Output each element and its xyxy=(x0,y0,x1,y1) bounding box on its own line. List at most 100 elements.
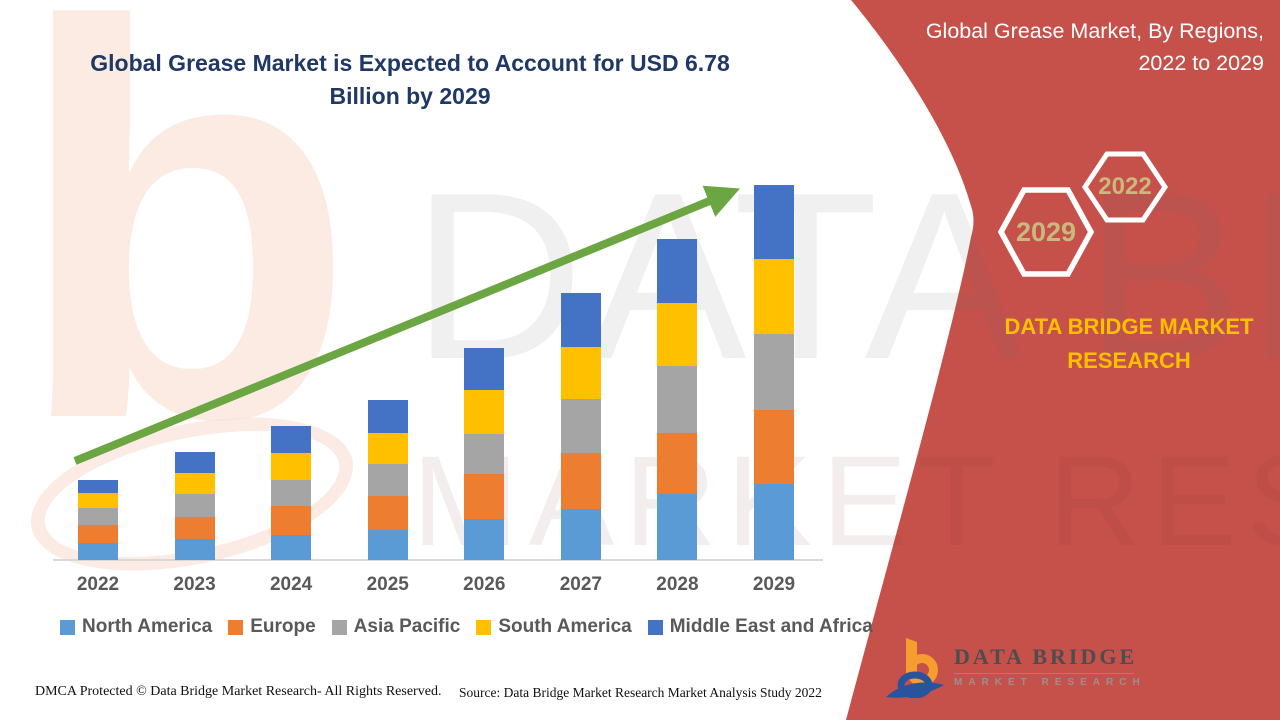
bar-segment-middle-east-and-africa xyxy=(271,426,312,453)
bar-segment-north-america xyxy=(174,538,215,560)
legend-item-middle-east-and-africa: Middle East and Africa xyxy=(647,616,873,638)
chart-title-line-1: Global Grease Market is Expected to Acco… xyxy=(90,50,730,76)
brand-logo-name: DATA BRIDGE xyxy=(954,644,1138,669)
bar-segment-europe xyxy=(657,432,698,495)
brand-logo-subtitle: MARKET RESEARCH xyxy=(954,677,1146,688)
bar-segment-south-america xyxy=(657,302,698,366)
bar-segment-north-america xyxy=(78,542,118,560)
brand-logo-divider xyxy=(954,673,1134,674)
x-axis-label-2029: 2029 xyxy=(752,574,796,595)
side-panel-title-line-1: Global Grease Market, By Regions, xyxy=(925,19,1264,43)
bar-segment-middle-east-and-africa xyxy=(753,185,794,259)
stacked-bar-2025 xyxy=(367,183,408,560)
bar-segment-south-america xyxy=(367,433,408,465)
brand-wordmark-line-2: RESEARCH xyxy=(1067,348,1191,373)
bar-segment-north-america xyxy=(464,519,505,560)
brand-wordmark-line-1: DATA BRIDGE MARKET xyxy=(1004,314,1254,339)
hexagon-outline xyxy=(997,187,1095,277)
legend-label: Asia Pacific xyxy=(353,616,461,637)
chart-title-line-2: Billion by 2029 xyxy=(329,83,491,109)
bar-segment-asia-pacific xyxy=(367,464,408,497)
x-axis-label-2022: 2022 xyxy=(76,574,120,595)
bar-segment-middle-east-and-africa xyxy=(174,452,215,473)
plot-area xyxy=(53,183,823,561)
bar-segment-north-america xyxy=(657,494,698,560)
bar-segment-middle-east-and-africa xyxy=(464,347,505,390)
bar-segment-middle-east-and-africa xyxy=(78,479,118,494)
bar-segment-asia-pacific xyxy=(560,398,601,453)
bar-segment-north-america xyxy=(753,484,794,560)
bar-segment-south-america xyxy=(271,452,312,481)
x-axis-label-2023: 2023 xyxy=(173,574,216,595)
brand-logo: DATA BRIDGE MARKET RESEARCH xyxy=(886,634,1146,698)
legend-swatch xyxy=(60,619,75,635)
side-panel-title-line-2: 2022 to 2029 xyxy=(1138,51,1264,75)
brand-wordmark: DATA BRIDGE MARKET RESEARCH xyxy=(988,310,1270,378)
bar-segment-middle-east-and-africa xyxy=(367,399,408,434)
bar-segment-asia-pacific xyxy=(174,493,215,517)
stacked-bar-2026 xyxy=(464,183,505,560)
bar-segment-north-america xyxy=(367,529,408,560)
hexagon-2022-label: 2022 xyxy=(1098,173,1152,200)
legend-label: Europe xyxy=(250,616,316,637)
x-axis-label-2026: 2026 xyxy=(463,574,506,595)
stacked-bar-2023 xyxy=(174,183,215,560)
legend-item-south-america: South America xyxy=(476,616,632,638)
bar-segment-europe xyxy=(78,524,118,543)
legend-item-europe: Europe xyxy=(228,616,316,638)
legend-label: South America xyxy=(498,616,632,637)
bar-segment-asia-pacific xyxy=(464,433,505,474)
x-axis-label-2027: 2027 xyxy=(559,574,602,595)
bar-segment-north-america xyxy=(271,534,312,560)
bar-segment-south-america xyxy=(78,493,118,509)
legend-swatch xyxy=(476,619,492,635)
x-axis-label-2028: 2028 xyxy=(656,574,699,595)
bar-segment-europe xyxy=(367,496,408,530)
bar-segment-europe xyxy=(464,473,505,520)
bar-segment-europe xyxy=(560,452,601,509)
brand-logo-text: DATA BRIDGE MARKET RESEARCH xyxy=(954,644,1146,688)
brand-logo-icon xyxy=(886,638,944,698)
bar-segment-south-america xyxy=(464,389,505,434)
side-panel-title: Global Grease Market, By Regions, 2022 t… xyxy=(834,15,1264,79)
legend-item-asia-pacific: Asia Pacific xyxy=(331,616,461,638)
bar-segment-north-america xyxy=(560,508,601,560)
legend-swatch xyxy=(331,619,347,635)
bar-segment-europe xyxy=(753,410,794,485)
x-axis-label-2024: 2024 xyxy=(269,574,313,595)
hexagon-2029: 2029 xyxy=(997,186,1095,278)
bar-segment-asia-pacific xyxy=(753,334,794,411)
chart-title: Global Grease Market is Expected to Acco… xyxy=(60,47,760,113)
stacked-bar-2024 xyxy=(271,183,312,560)
stacked-bar-2027 xyxy=(560,183,601,560)
stacked-bar-2022 xyxy=(78,183,118,560)
legend-label: North America xyxy=(82,616,213,637)
legend-item-north-america: North America xyxy=(60,616,212,638)
footer-source-text: Source: Data Bridge Market Research Mark… xyxy=(459,685,822,700)
bar-segment-asia-pacific xyxy=(78,508,118,525)
bar-segment-middle-east-and-africa xyxy=(560,292,601,348)
chart-legend: North America Europe Asia Pacific South Ame… xyxy=(60,616,873,638)
bar-segment-europe xyxy=(174,516,215,539)
bar-segment-south-america xyxy=(174,472,215,494)
stacked-bar-2028 xyxy=(657,183,698,560)
footer-dmca-text: DMCA Protected © Data Bridge Market Rese… xyxy=(35,684,442,699)
bar-segment-europe xyxy=(271,505,312,535)
stacked-bar-2029 xyxy=(753,183,794,560)
x-axis-baseline xyxy=(53,559,823,561)
hexagon-outline xyxy=(1081,151,1169,223)
legend-swatch xyxy=(228,619,244,635)
x-axis-labels: 2022 2023 2024 2025 2026 2027 2028 2029 xyxy=(55,574,821,600)
legend-label: Middle East and Africa xyxy=(669,616,873,637)
bar-segment-asia-pacific xyxy=(271,480,312,506)
bar-segment-asia-pacific xyxy=(657,365,698,433)
bar-segment-south-america xyxy=(753,258,794,335)
x-axis-label-2025: 2025 xyxy=(366,574,409,595)
bar-segment-south-america xyxy=(560,347,601,399)
legend-swatch xyxy=(647,619,663,635)
hexagon-2022: 2022 xyxy=(1081,150,1169,224)
hexagon-2029-label: 2029 xyxy=(1015,216,1077,247)
bar-segment-middle-east-and-africa xyxy=(657,239,698,303)
